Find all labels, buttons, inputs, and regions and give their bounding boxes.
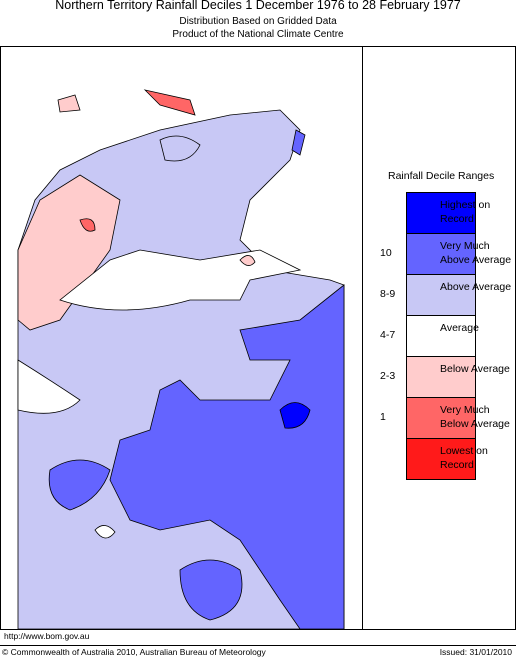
issued: Issued: 31/01/2010 xyxy=(439,647,512,657)
legend-label: Very Much Below Average xyxy=(440,404,510,430)
legend-label: Highest on Record xyxy=(440,199,491,225)
legend-range: 10 xyxy=(380,247,392,259)
url: http://www.bom.gov.au xyxy=(4,631,90,641)
legend-swatch xyxy=(406,192,476,234)
legend-swatch xyxy=(406,397,476,439)
subtitle: Product of the National Climate Centre xyxy=(172,29,344,40)
legend-label: Average xyxy=(440,322,479,334)
title: Northern Territory Rainfall Deciles 1 De… xyxy=(55,0,461,12)
legend-range: 8-9 xyxy=(380,288,396,300)
legend-title: Rainfall Decile Ranges xyxy=(388,170,495,182)
copyright: © Commonwealth of Australia 2010, Austra… xyxy=(2,647,266,657)
legend-swatch xyxy=(406,438,476,480)
legend-label: Lowest on Record xyxy=(440,445,488,471)
legend-label: Above Average xyxy=(440,281,512,293)
subtitle: Distribution Based on Gridded Data xyxy=(179,16,337,27)
legend-label: Below Average xyxy=(440,363,510,375)
legend-range: 1 xyxy=(380,411,386,423)
legend-label: Very Much Above Average xyxy=(440,240,512,266)
legend-range: 4-7 xyxy=(380,329,396,341)
legend-swatch xyxy=(406,315,476,357)
legend-range: 2-3 xyxy=(380,370,396,382)
